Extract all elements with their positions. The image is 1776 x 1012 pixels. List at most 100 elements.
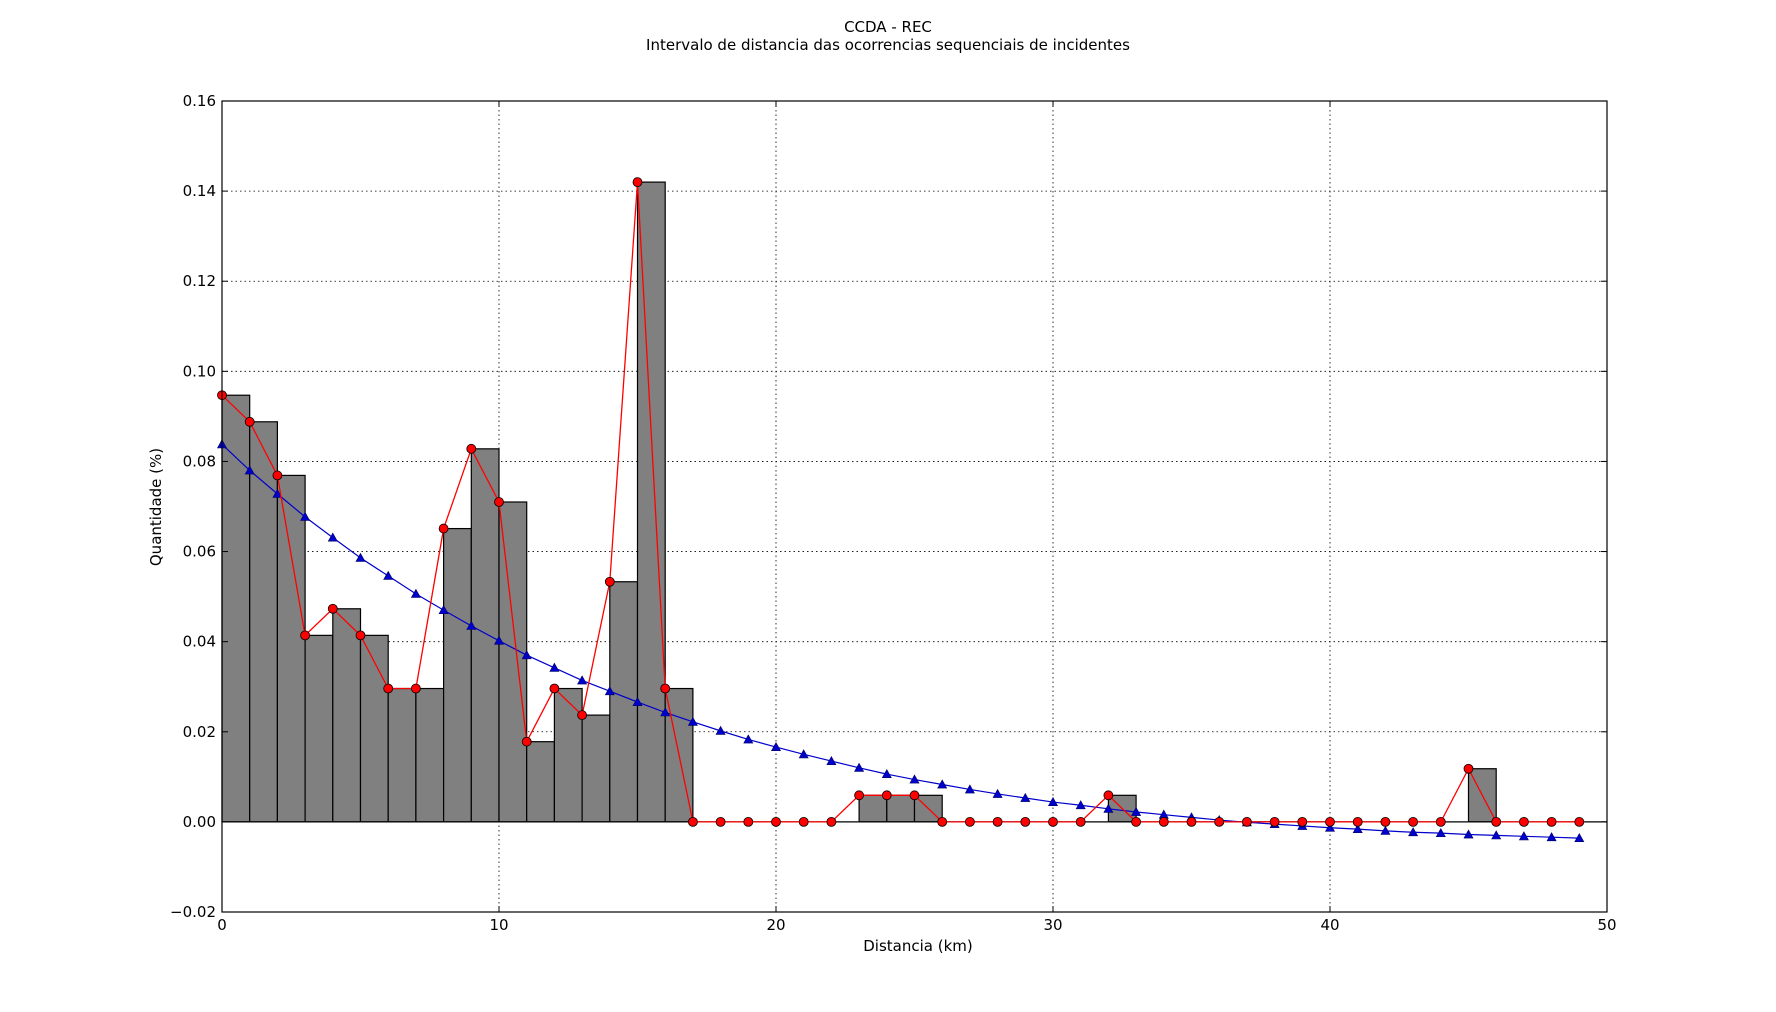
y-tick-label: 0.00 — [183, 813, 216, 831]
fit-curve-marker — [770, 741, 782, 751]
frequency-marker — [1075, 816, 1086, 827]
frequency-marker — [965, 816, 975, 827]
fit-curve-marker — [1075, 800, 1086, 810]
frequency-marker — [688, 816, 698, 827]
histogram-bars — [221, 181, 1607, 823]
fit-curve-marker — [1047, 796, 1059, 806]
frequency-marker — [549, 683, 560, 694]
frequency-marker — [1463, 763, 1474, 774]
fit-curve-marker — [1518, 831, 1529, 841]
fit-curve-marker — [300, 511, 311, 521]
fit-curve-marker — [1103, 803, 1114, 813]
fit-curve-marker — [1131, 806, 1142, 816]
x-tick-label: 40 — [1320, 916, 1339, 934]
frequency-marker — [300, 630, 311, 641]
histogram-bar — [526, 741, 556, 823]
fit-curve-marker — [244, 465, 255, 475]
frequency-marker — [1491, 816, 1502, 827]
histogram-bar — [498, 501, 528, 823]
data-lines — [216, 177, 1585, 843]
fit-curve-marker — [1352, 823, 1363, 833]
fit-curve-marker — [937, 779, 948, 789]
frequency-marker — [410, 683, 421, 694]
fit-curve-marker — [992, 788, 1003, 798]
fit-curve-marker — [1491, 830, 1502, 840]
chart-subtitle: Intervalo de distancia das ocorrencias s… — [646, 36, 1130, 54]
frequency-marker — [743, 816, 754, 827]
fit-curve-marker — [1020, 792, 1031, 802]
y-axis-label: Quantidade (%) — [147, 448, 165, 566]
fit-curve-marker — [549, 662, 560, 672]
histogram-bar — [304, 634, 334, 823]
frequency-marker — [383, 683, 394, 694]
fit-curve-marker — [881, 769, 892, 779]
frequency-marker — [521, 736, 532, 747]
frequency-marker — [327, 603, 338, 614]
fit-curve-marker — [1546, 832, 1557, 842]
chart-title: CCDA - REC — [844, 18, 932, 36]
fit-curve-line — [221, 443, 1580, 839]
x-tick-label: 50 — [1597, 916, 1616, 934]
frequency-marker — [1186, 816, 1197, 827]
fit-curve-marker — [826, 755, 837, 765]
y-tick-label: 0.10 — [183, 362, 216, 380]
fit-curve-marker — [1574, 832, 1585, 843]
fit-curve-marker — [798, 749, 809, 759]
frequency-marker — [1435, 816, 1446, 827]
y-tick-label: −0.02 — [170, 903, 216, 921]
frequency-marker — [992, 816, 1003, 827]
frequency-marker — [577, 710, 587, 721]
frequency-marker — [826, 816, 837, 827]
frequency-marker — [854, 790, 864, 801]
histogram-bar — [359, 634, 389, 823]
frequency-marker — [881, 790, 892, 801]
fit-curve-marker — [383, 570, 394, 580]
fit-curve-marker — [410, 588, 421, 598]
fit-curve-marker — [1324, 822, 1336, 832]
frequency-marker — [244, 416, 255, 427]
frequency-marker — [937, 816, 948, 827]
histogram-bar — [886, 794, 916, 823]
frequency-marker — [1408, 816, 1418, 827]
histogram-bar — [276, 474, 306, 823]
frequency-marker — [438, 523, 449, 534]
histogram-bar — [415, 687, 445, 823]
fit-curve-marker — [577, 675, 588, 685]
fit-curve-marker — [272, 488, 283, 498]
frequency-marker — [1158, 816, 1169, 827]
histogram-bar — [636, 181, 666, 823]
frequency-marker — [771, 816, 781, 827]
frequency-marker — [1325, 816, 1335, 827]
histogram-bar — [443, 527, 472, 823]
frequency-marker — [1242, 816, 1252, 827]
histogram-bar — [221, 394, 251, 823]
frequency-marker — [1048, 816, 1058, 827]
frequency-marker — [909, 790, 920, 801]
histogram-bar — [387, 687, 417, 823]
y-tick-label: 0.14 — [183, 182, 216, 200]
frequency-marker — [466, 443, 477, 454]
histogram-bar — [470, 448, 500, 823]
fit-curve-marker — [466, 620, 477, 630]
fit-curve-marker — [1463, 829, 1474, 839]
x-tick-label: 20 — [766, 916, 785, 934]
fit-curve-marker — [632, 696, 643, 706]
frequency-marker — [1214, 816, 1225, 827]
fit-curve-marker — [715, 725, 726, 735]
fit-curve-marker — [521, 650, 532, 660]
fit-curve-marker — [355, 552, 366, 562]
fit-curve-marker — [327, 532, 338, 542]
fit-curve-marker — [493, 635, 505, 645]
fit-curve-marker — [964, 784, 975, 794]
frequency-marker — [494, 497, 504, 507]
fit-curve-marker — [1408, 827, 1419, 837]
frequency-marker — [272, 470, 283, 481]
fit-curve-marker — [1435, 828, 1446, 838]
frequency-marker — [1519, 816, 1529, 827]
frequency-marker — [1269, 816, 1280, 827]
frequency-marker — [1546, 816, 1557, 827]
frequency-marker — [355, 630, 366, 641]
frequency-marker — [798, 816, 809, 827]
